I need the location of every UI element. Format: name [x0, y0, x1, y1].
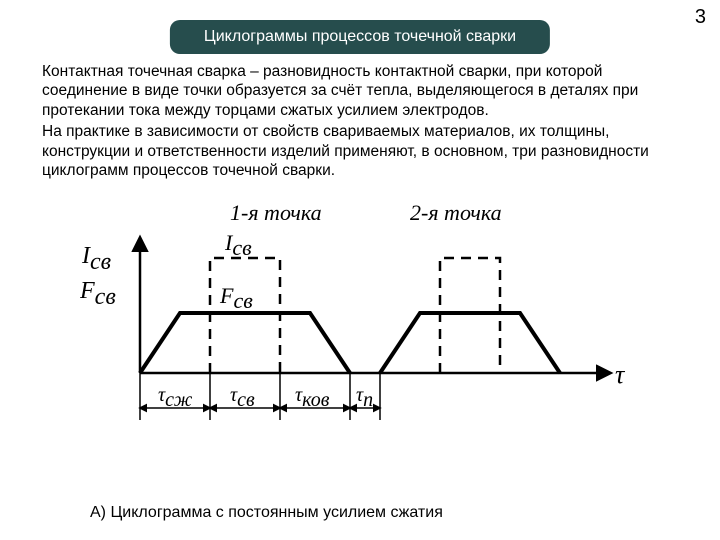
paragraph-2: На практике в зависимости от свойств сва… — [42, 122, 690, 180]
force-trapezoid-2 — [380, 313, 560, 373]
heading-point1: 1-я точка — [230, 200, 322, 225]
label-Fsv: Fсв — [219, 283, 253, 313]
current-pulse-2 — [440, 258, 500, 373]
slide-title: Циклограммы процессов точечной сварки — [170, 20, 550, 54]
diagram-caption: А) Циклограмма с постоянным усилием сжат… — [90, 504, 443, 522]
force-trapezoid-1 — [140, 313, 350, 373]
heading-point2: 2-я точка — [410, 200, 502, 225]
page-number: 3 — [695, 6, 706, 29]
y-axis-F-label: Fсв — [80, 278, 116, 310]
label-tau-szh: τсж — [158, 384, 193, 411]
current-pulse-1 — [210, 258, 280, 373]
label-tau-sv: τсв — [230, 384, 255, 411]
body-text: Контактная точечная сварка – разновиднос… — [42, 62, 690, 182]
label-tau-p: τп — [356, 384, 373, 411]
label-tau-kov: τков — [295, 384, 330, 411]
cyclogram-diagram: 1-я точка 2-я точка Iсв Fсв τ Iсв Fсв τ — [80, 198, 640, 458]
y-axis-I-label: Iсв — [81, 243, 111, 275]
x-axis-label: τ — [615, 360, 626, 389]
label-Isv: Iсв — [224, 230, 252, 260]
paragraph-1: Контактная точечная сварка – разновиднос… — [42, 62, 690, 120]
